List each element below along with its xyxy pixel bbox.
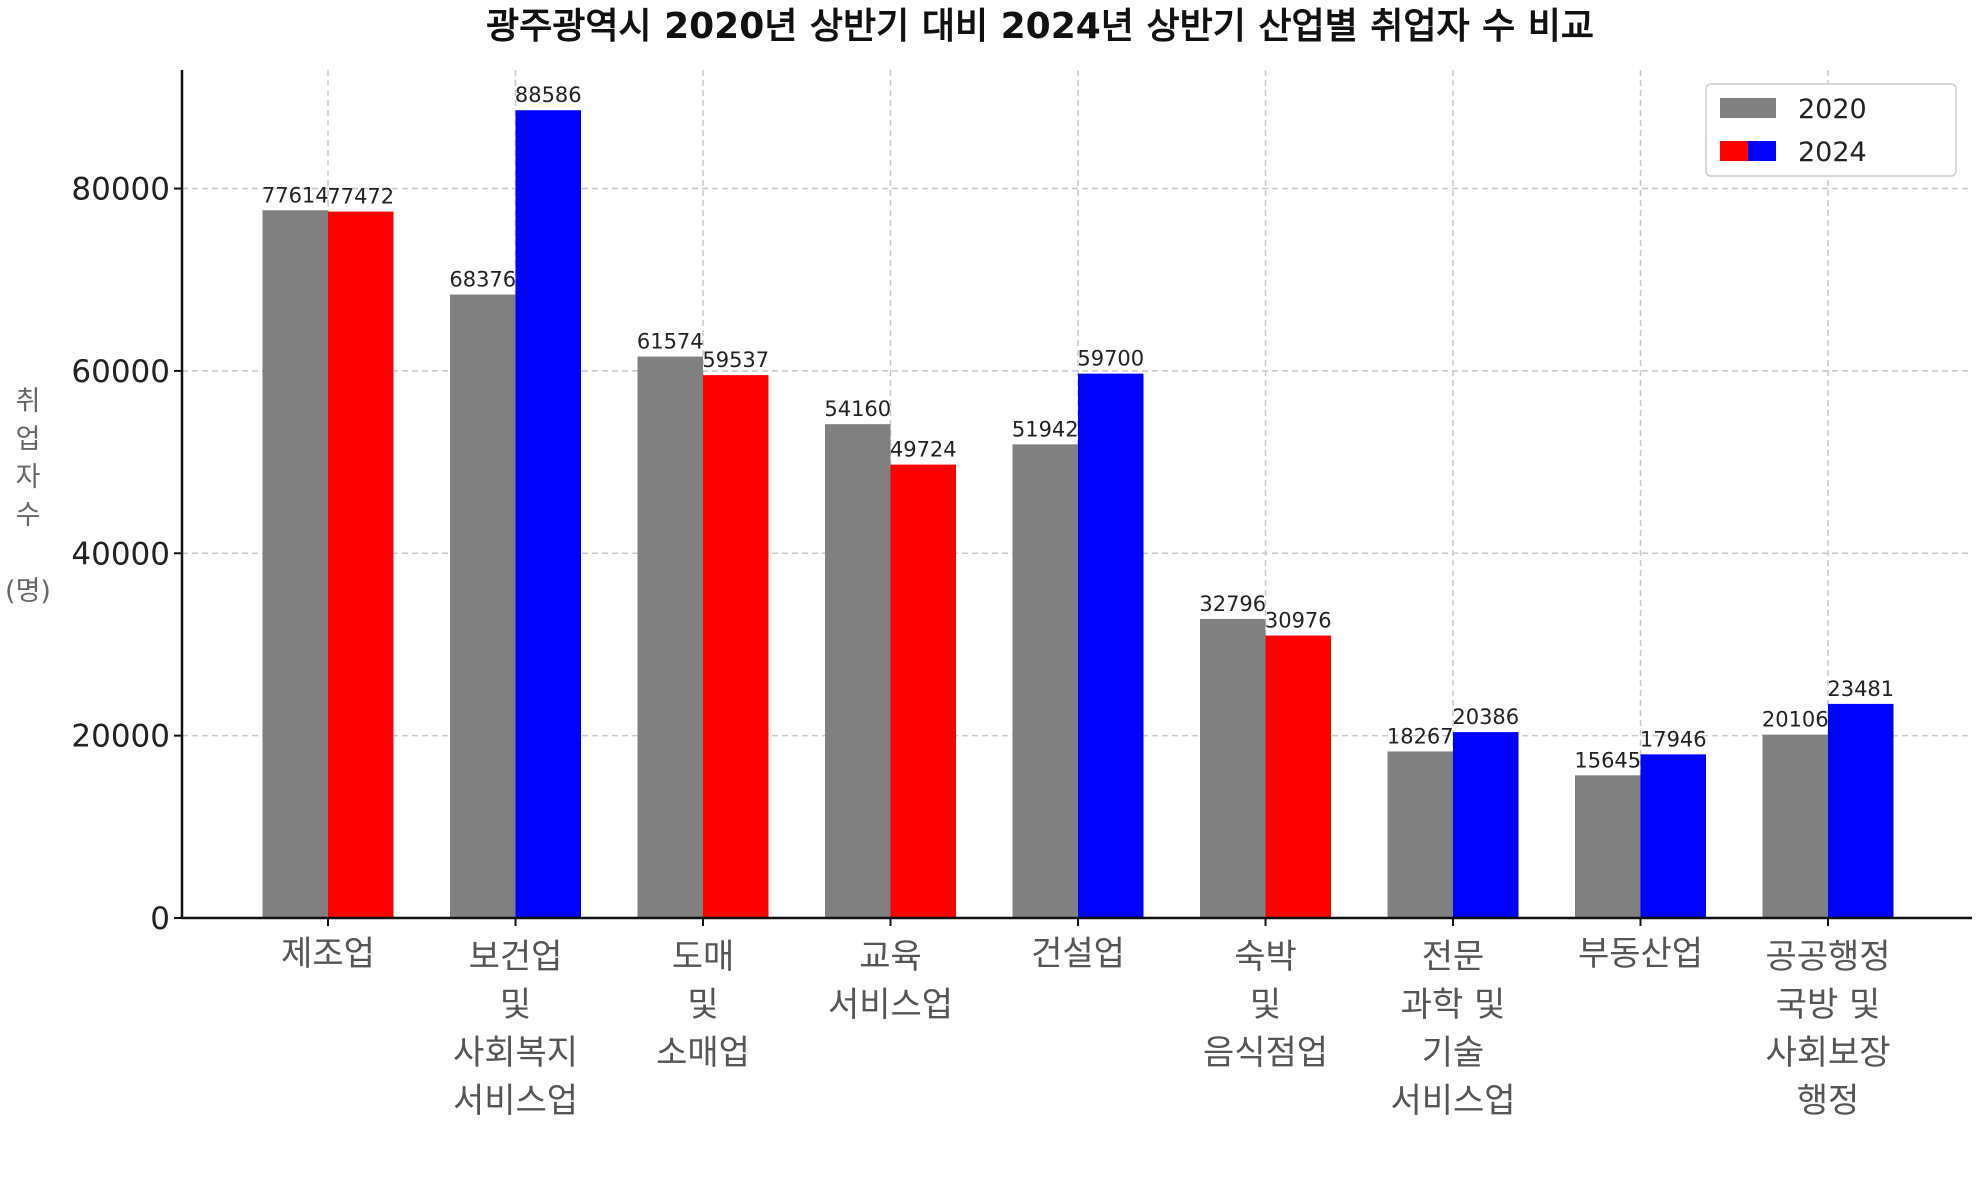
legend-label: 2024 [1798, 137, 1867, 168]
bar-2024-3 [890, 464, 956, 918]
data-label: 77614 [262, 183, 329, 207]
bar-2020-4 [1012, 444, 1078, 918]
bar-2020-7 [1575, 775, 1641, 918]
y-tick-label: 60000 [71, 354, 170, 390]
bars [262, 110, 1894, 919]
bar-2020-2 [637, 356, 703, 919]
bar-2024-8 [1828, 703, 1894, 918]
chart-title: 광주광역시 2020년 상반기 대비 2024년 상반기 산업별 취업자 수 비… [486, 6, 1594, 47]
data-label: 17946 [1640, 727, 1707, 751]
bar-2020-1 [450, 294, 516, 918]
y-tick-labels: 0 20000 40000 60000 80000 [71, 172, 170, 937]
data-label: 20386 [1452, 705, 1519, 729]
bar-2024-5 [1265, 635, 1331, 918]
data-label: 23481 [1827, 677, 1894, 701]
bar-2024-4 [1078, 373, 1144, 919]
legend-swatch [1720, 98, 1776, 118]
legend: 2020 2024 [1705, 83, 1957, 177]
data-label: 20106 [1762, 708, 1829, 732]
x-tick-label: 도매 및 소매업 [656, 937, 750, 1073]
legend-swatch [1720, 141, 1748, 161]
y-tick-label: 20000 [71, 719, 170, 755]
bar-2024-2 [703, 375, 769, 918]
legend-swatch [1748, 141, 1776, 161]
x-tick-label: 제조업 [281, 934, 375, 974]
bar-2024-6 [1453, 732, 1519, 918]
bar-2024-0 [328, 211, 394, 919]
data-label: 51942 [1012, 417, 1079, 441]
x-tick-label: 교육 서비스업 [828, 937, 953, 1025]
y-tick-label: 80000 [71, 172, 170, 208]
y-tick-label: 40000 [71, 536, 170, 572]
bar-2024-7 [1640, 754, 1706, 918]
data-label: 15645 [1574, 748, 1641, 772]
bar-2020-5 [1200, 618, 1266, 918]
x-tick-label: 숙박 및 음식점업 [1203, 937, 1328, 1073]
axes [174, 70, 1972, 926]
x-tick-label: 부동산업 [1578, 934, 1703, 974]
data-label: 88586 [515, 83, 582, 107]
data-label: 77472 [327, 185, 394, 209]
bar-2020-3 [825, 424, 891, 918]
x-tick-label: 건설업 [1031, 934, 1125, 974]
bar-2020-6 [1387, 751, 1453, 918]
bar-2024-1 [515, 110, 581, 918]
legend-label: 2020 [1798, 94, 1867, 125]
data-label: 54160 [824, 397, 891, 421]
x-tick-label: 전문 과학 및 기술 서비스업 [1390, 937, 1515, 1121]
x-tick-label: 보건업 및 사회복지 서비스업 [453, 937, 578, 1121]
data-label: 68376 [449, 268, 516, 292]
y-tick-label: 0 [150, 901, 170, 937]
x-tick-labels: 제조업 보건업 및 사회복지 서비스업 도매 및 소매업 교육 서비스업 건설업 숙박 및 음식점업 전문 과… [281, 934, 1890, 1121]
data-label: 30976 [1265, 609, 1332, 633]
data-label: 59537 [702, 348, 769, 372]
data-label: 49724 [890, 438, 957, 462]
x-tick-label: 공공행정 국방 및 사회보장 행정 [1765, 937, 1890, 1121]
data-label: 32796 [1199, 592, 1266, 616]
bar-2020-0 [262, 210, 328, 919]
data-labels: 77614 68376 61574 54160 51942 32796 18267 15645… [262, 83, 1894, 772]
data-label: 59700 [1077, 347, 1144, 371]
data-label: 61574 [637, 330, 704, 354]
data-label: 18267 [1387, 724, 1454, 748]
bar-2020-8 [1762, 734, 1828, 918]
